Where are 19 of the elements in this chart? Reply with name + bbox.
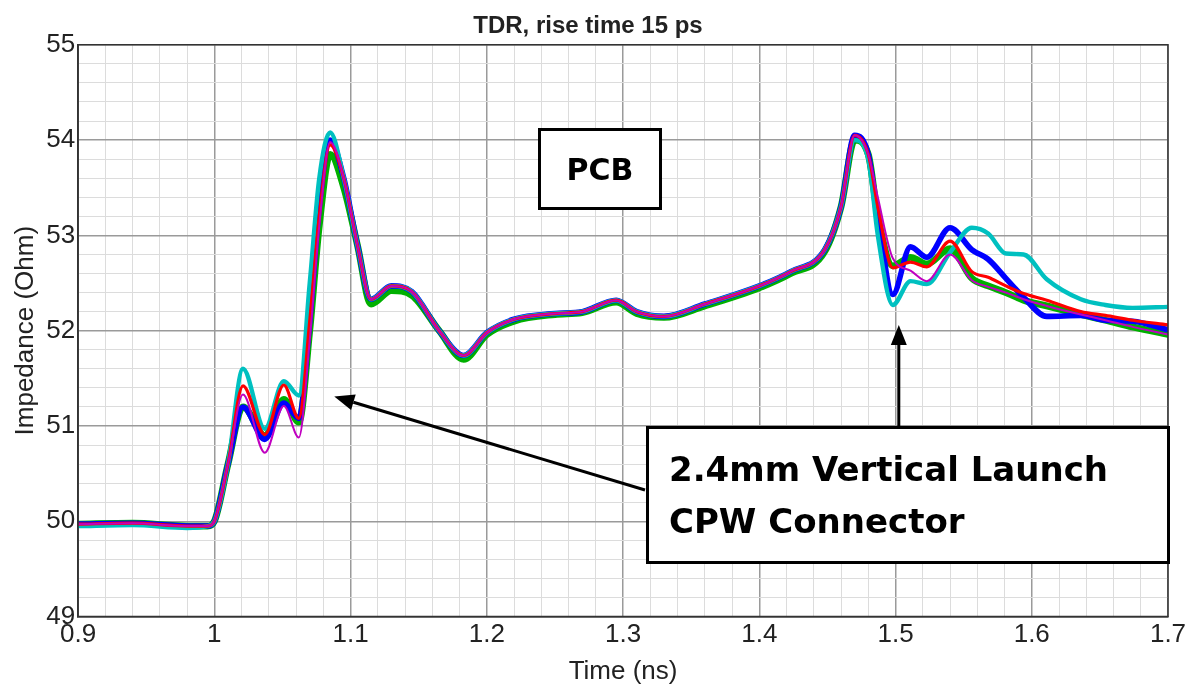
x-tick-label: 1.7 — [1149, 618, 1187, 649]
y-tick-label: 51 — [46, 409, 76, 440]
y-tick-label: 53 — [46, 218, 76, 249]
x-tick-label: 1.1 — [332, 618, 369, 649]
x-axis-title: Time (ns) — [568, 654, 678, 685]
x-tick-label: 1.6 — [1013, 618, 1050, 649]
y-tick-label: 54 — [46, 123, 76, 154]
chart-title: TDR, rise time 15 ps — [473, 11, 703, 39]
x-tick-label: 1 — [207, 618, 222, 649]
y-tick-label: 55 — [46, 27, 76, 58]
x-tick-label: 1.3 — [604, 618, 642, 649]
y-tick-label: 52 — [46, 313, 76, 344]
x-tick-label: 1.2 — [468, 618, 505, 649]
annotation: PCB — [538, 128, 662, 210]
y-axis-title: Impedance (Ohm) — [8, 225, 39, 436]
x-tick-label: 1.5 — [877, 618, 914, 649]
x-tick-label: 1.4 — [741, 618, 778, 649]
annotation: 2.4mm Vertical Launch CPW Connector — [646, 426, 1170, 564]
y-tick-label: 50 — [46, 504, 76, 535]
